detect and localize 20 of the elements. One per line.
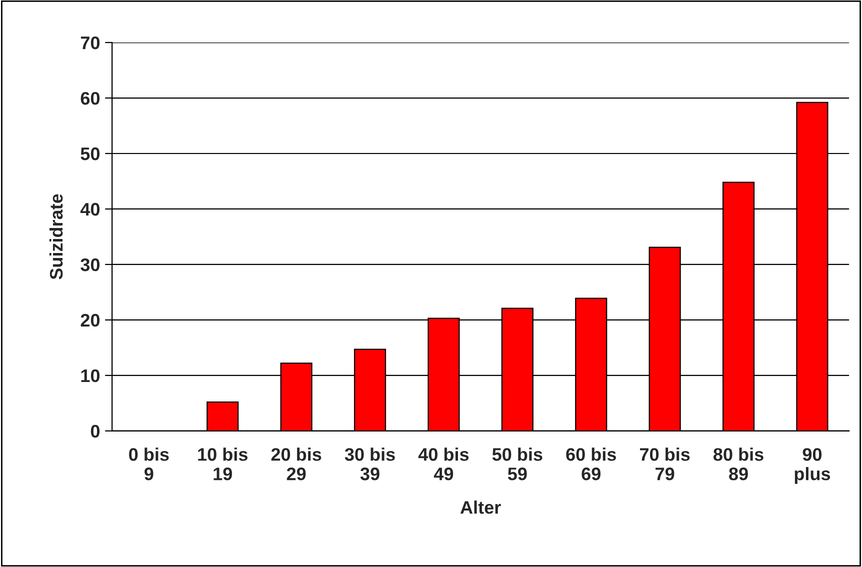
x-tick-label: 90 plus (794, 448, 830, 484)
y-axis-title: Suizidrate (49, 194, 63, 280)
x-tick-label: 80 bis 89 (714, 448, 764, 480)
y-tick-label: 0 (90, 424, 100, 438)
y-tick-label: 30 (80, 258, 100, 272)
x-tick-label: 10 bis 19 (198, 448, 248, 480)
x-tick-label: 60 bis 69 (566, 448, 616, 480)
y-tick-label: 10 (81, 369, 100, 382)
x-tick-label: 40 bis 49 (418, 448, 469, 480)
x-tick-label: 50 bis 59 (492, 448, 542, 480)
x-tick-label: 70 bis 79 (640, 448, 690, 480)
y-tick-label: 20 (80, 314, 100, 327)
x-axis-title: Alter (460, 500, 501, 514)
y-tick-label: 60 (80, 92, 100, 105)
x-tick-label: 30 bis 39 (344, 448, 395, 480)
x-tick-label: 0 bis 9 (129, 448, 169, 480)
y-tick-label: 50 (80, 147, 100, 160)
x-tick-label: 20 bis 29 (271, 448, 322, 480)
y-tick-label: 40 (80, 202, 100, 216)
y-tick-label: 70 (80, 36, 100, 50)
